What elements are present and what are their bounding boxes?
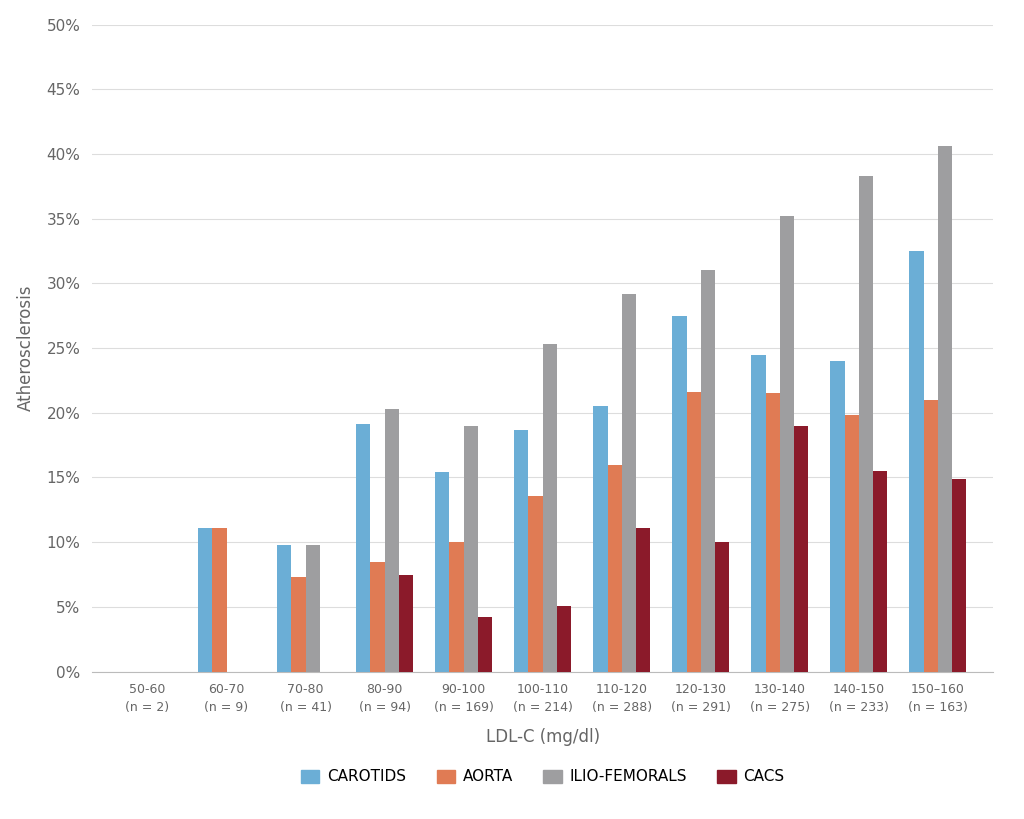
Bar [356,424,371,672]
Bar [845,415,859,672]
Bar [371,562,385,672]
Bar [212,528,226,672]
Y-axis label: Atherosclerosis: Atherosclerosis [17,285,35,411]
Bar [528,495,543,672]
Bar [938,147,952,672]
Bar [557,605,571,672]
Bar [752,355,766,672]
X-axis label: LDL-C (mg/dl): LDL-C (mg/dl) [485,728,600,746]
Bar [715,542,729,672]
Bar [794,426,808,672]
Bar [952,479,967,672]
Legend: CAROTIDS, AORTA, ILIO-FEMORALS, CACS: CAROTIDS, AORTA, ILIO-FEMORALS, CACS [295,763,791,790]
Bar [543,344,557,672]
Bar [292,577,305,672]
Bar [435,473,450,672]
Bar [859,176,873,672]
Bar [464,426,478,672]
Bar [909,251,924,672]
Bar [622,294,636,672]
Bar [700,270,715,672]
Bar [385,409,399,672]
Bar [686,392,700,672]
Bar [780,216,794,672]
Bar [514,430,528,672]
Bar [673,316,686,672]
Bar [198,528,212,672]
Bar [873,471,888,672]
Bar [636,528,650,672]
Bar [450,542,464,672]
Bar [593,406,607,672]
Bar [924,400,938,672]
Bar [399,575,413,672]
Bar [478,618,493,672]
Bar [278,545,292,672]
Bar [607,464,622,672]
Bar [766,393,780,672]
Bar [305,545,319,672]
Bar [830,361,845,672]
